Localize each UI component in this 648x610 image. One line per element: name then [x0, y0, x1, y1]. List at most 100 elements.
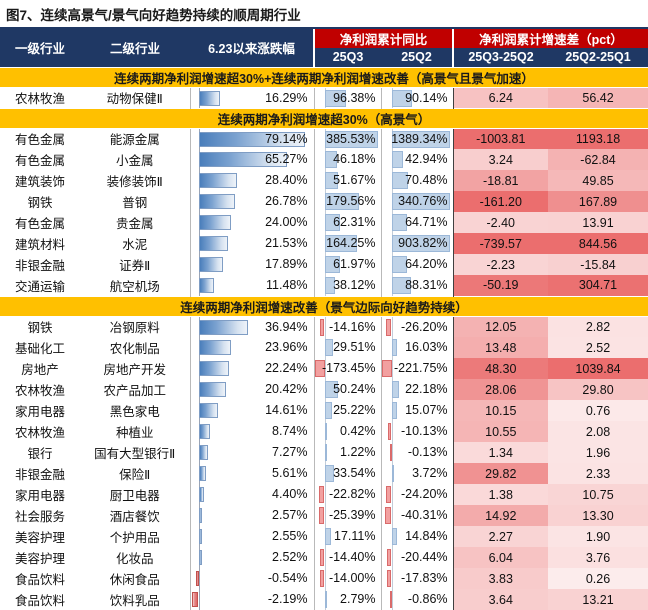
cell-change-bar: 20.42%: [189, 379, 315, 400]
table-row[interactable]: 建筑材料 水泥 21.53% 164.25% 903.82% -739.57 844.56: [0, 233, 648, 254]
table-row[interactable]: 农林牧渔 动物保健Ⅱ 16.29% 96.38% 90.14% 6.24 56.42: [0, 87, 648, 108]
cell-diff-q2q1: 0.26: [548, 568, 648, 589]
industry-prosperity-table: 一级行业 二级行业 6.23以来涨跌幅 净利润累计同比 净利润累计增速差（pct…: [0, 27, 648, 610]
cell-q3-value: 38.12%: [333, 278, 376, 292]
cell-diff-q3q2: 13.48: [452, 337, 549, 358]
q-mini-bar: [386, 486, 392, 503]
cell-change-bar: 14.61%: [189, 400, 315, 421]
cell-q3-value: 2.79%: [340, 592, 376, 606]
cell-industry2: 装修装饰Ⅱ: [80, 170, 190, 191]
q-mini-bar: [324, 151, 337, 168]
cell-change-bar: 24.00%: [189, 212, 315, 233]
header-change: 6.23以来涨跌幅: [190, 27, 314, 67]
cell-q3: -25.39%: [313, 505, 381, 526]
table-row[interactable]: 钢铁 普钢 26.78% 179.56% 340.76% -161.20 167.89: [0, 191, 648, 212]
cell-industry2: 种植业: [80, 421, 190, 442]
table-row[interactable]: 食品饮料 饮料乳品 -2.19% 2.79% -0.86% 3.64 13.21: [0, 589, 648, 610]
q-mini-bar: [320, 570, 325, 587]
cell-q3-value: 50.24%: [333, 382, 376, 396]
cell-industry2: 饮料乳品: [80, 589, 190, 610]
change-value: 2.57%: [272, 508, 308, 522]
table-row[interactable]: 钢铁 冶钢原料 36.94% -14.16% -26.20% 12.05 2.82: [0, 316, 648, 337]
cell-change-bar: 28.40%: [189, 170, 315, 191]
change-value: 4.40%: [272, 487, 308, 501]
change-value: 14.61%: [265, 403, 308, 417]
cell-q2-value: -0.13%: [407, 445, 448, 459]
cell-industry1: 房地产: [0, 358, 80, 379]
table-row[interactable]: 非银金融 保险Ⅱ 5.61% 33.54% 3.72% 29.82 2.33: [0, 463, 648, 484]
table-row[interactable]: 非银金融 证券Ⅱ 17.89% 61.97% 64.20% -2.23 -15.84: [0, 254, 648, 275]
header-sub-q3: 25Q3: [313, 48, 381, 67]
cell-q2-value: -20.44%: [400, 550, 448, 564]
cell-diff-q2q1: 844.56: [548, 233, 648, 254]
table-row[interactable]: 农林牧渔 种植业 8.74% 0.42% -10.13% 10.55 2.08: [0, 421, 648, 442]
cell-q3-value: 96.38%: [333, 90, 376, 105]
cell-q3-value: 51.67%: [333, 173, 376, 187]
cell-q3: 164.25%: [313, 233, 381, 254]
cell-q3: 29.51%: [313, 337, 381, 358]
table-row[interactable]: 家用电器 厨卫电器 4.40% -22.82% -24.20% 1.38 10.75: [0, 484, 648, 505]
cell-industry1: 食品饮料: [0, 589, 80, 610]
change-bar: [198, 445, 209, 460]
change-bar: [198, 487, 205, 502]
cell-q2: 903.82%: [380, 233, 454, 254]
table-row[interactable]: 建筑装饰 装修装饰Ⅱ 28.40% 51.67% 70.48% -18.81 49.85: [0, 170, 648, 191]
cell-q2: -0.13%: [380, 442, 454, 463]
cell-q3-value: -14.00%: [328, 571, 376, 585]
table-row[interactable]: 美容护理 化妆品 2.52% -14.40% -20.44% 6.04 3.76: [0, 547, 648, 568]
table-row[interactable]: 家用电器 黑色家电 14.61% 25.22% 15.07% 10.15 0.76: [0, 400, 648, 421]
cell-diff-q3q2: 6.24: [452, 87, 549, 108]
cell-q2: -17.83%: [380, 568, 454, 589]
cell-diff-q2q1: 2.08: [548, 421, 648, 442]
change-value: 65.27%: [265, 152, 308, 166]
cell-industry1: 农林牧渔: [0, 379, 80, 400]
table-row[interactable]: 交通运输 航空机场 11.48% 38.12% 88.31% -50.19 304.71: [0, 275, 648, 296]
table-row[interactable]: 食品饮料 休闲食品 -0.54% -14.00% -17.83% 3.83 0.26: [0, 568, 648, 589]
table-row[interactable]: 有色金属 能源金属 79.14% 385.53% 1389.34% -1003.81 119…: [0, 128, 648, 149]
q-mini-bar: [324, 591, 327, 608]
table-row[interactable]: 房地产 房地产开发 22.24% -173.45% -221.75% 48.30 1039.…: [0, 358, 648, 379]
table-row[interactable]: 农林牧渔 农产品加工 20.42% 50.24% 22.18% 28.06 29.80: [0, 379, 648, 400]
change-value: 22.24%: [265, 361, 308, 375]
cell-q3-value: 62.31%: [333, 215, 376, 229]
table-row[interactable]: 有色金属 贵金属 24.00% 62.31% 64.71% -2.40 13.91: [0, 212, 648, 233]
cell-q2: 14.84%: [380, 526, 454, 547]
cell-q2-value: 3.72%: [412, 466, 448, 480]
change-bar: [198, 278, 214, 293]
q-zero-line: [324, 316, 326, 337]
cell-industry2: 休闲食品: [80, 568, 190, 589]
table-row[interactable]: 银行 国有大型银行Ⅱ 7.27% 1.22% -0.13% 1.34 1.96: [0, 442, 648, 463]
q-mini-bar: [391, 193, 450, 210]
cell-industry2: 酒店餐饮: [80, 505, 190, 526]
cell-change-bar: -0.54%: [189, 568, 315, 589]
cell-industry2: 冶钢原料: [80, 316, 190, 337]
table-row[interactable]: 基础化工 农化制品 23.96% 29.51% 16.03% 13.48 2.52: [0, 337, 648, 358]
change-value: 2.55%: [272, 529, 308, 543]
header-row-group: 一级行业 二级行业 6.23以来涨跌幅 净利润累计同比 净利润累计增速差（pct…: [0, 27, 648, 67]
cell-diff-q3q2: 3.64: [452, 589, 549, 610]
change-bar: [198, 508, 202, 523]
cell-industry1: 家用电器: [0, 400, 80, 421]
q-mini-bar: [324, 235, 357, 252]
change-bar: [198, 236, 228, 251]
cell-q3-value: 46.18%: [333, 152, 376, 166]
change-bar: [198, 90, 221, 106]
cell-q2: 42.94%: [380, 149, 454, 170]
table-row[interactable]: 美容护理 个护用品 2.55% 17.11% 14.84% 2.27 1.90: [0, 526, 648, 547]
cell-q3: 385.53%: [313, 128, 381, 149]
change-value: 8.74%: [272, 424, 308, 438]
change-bar: [198, 131, 306, 147]
section-banner-row: 连续两期净利润增速改善（景气边际向好趋势持续）: [0, 295, 648, 317]
change-value: 17.89%: [265, 257, 308, 271]
cell-diff-q2q1: 1039.84: [548, 358, 648, 379]
cell-diff-q2q1: 13.30: [548, 505, 648, 526]
cell-diff-q2q1: 29.80: [548, 379, 648, 400]
table-row[interactable]: 社会服务 酒店餐饮 2.57% -25.39% -40.31% 14.92 13.30: [0, 505, 648, 526]
table-row[interactable]: 有色金属 小金属 65.27% 46.18% 42.94% 3.24 -62.84: [0, 149, 648, 170]
cell-q3: 0.42%: [313, 421, 381, 442]
cell-industry1: 有色金属: [0, 212, 80, 233]
cell-q2: 70.48%: [380, 170, 454, 191]
q-mini-bar: [324, 277, 336, 294]
cell-q2: 64.20%: [380, 254, 454, 275]
cell-q3-value: -173.45%: [321, 361, 376, 375]
